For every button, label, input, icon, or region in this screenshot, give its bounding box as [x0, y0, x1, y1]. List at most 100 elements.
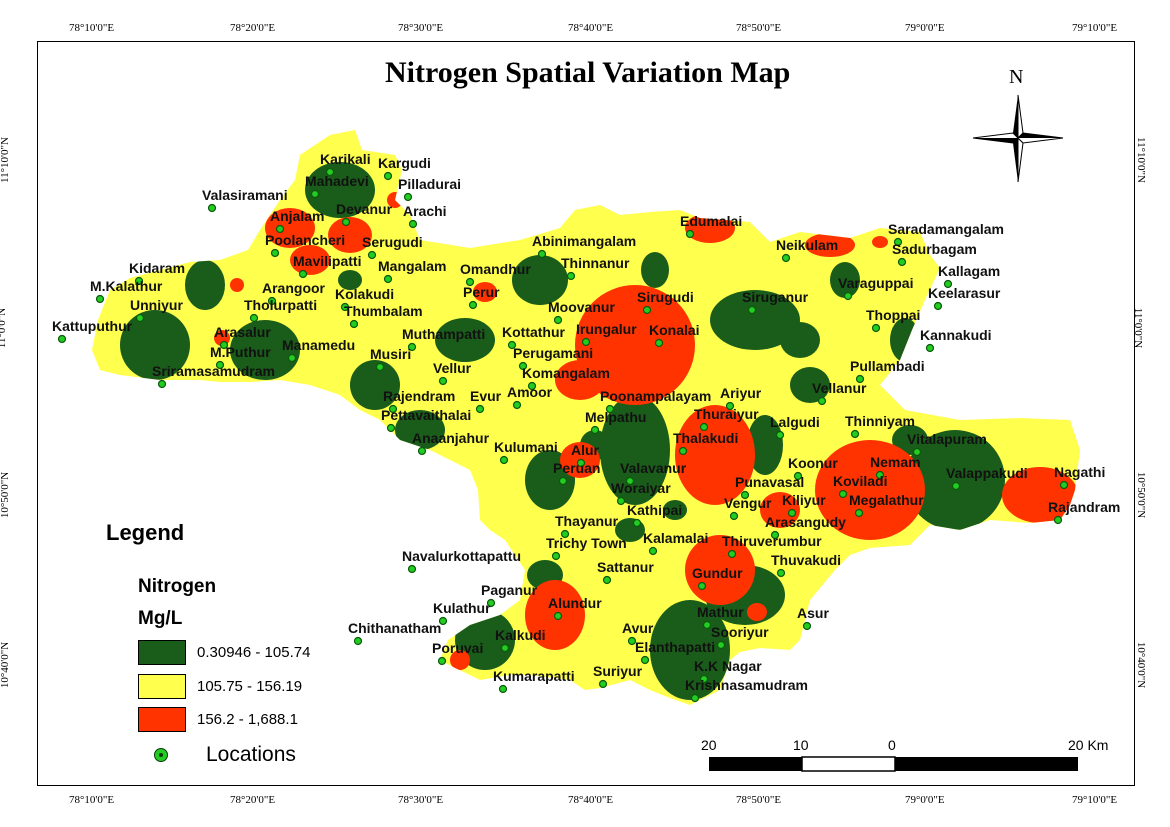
- location-point: [581, 337, 591, 347]
- location-label: Kattuputhur: [52, 318, 133, 334]
- location-label: Rajandram: [1048, 499, 1120, 515]
- location-label: Kiliyur: [782, 492, 826, 508]
- location-label: Manamedu: [282, 337, 355, 353]
- location-point: [468, 300, 478, 310]
- location-label: Sooriyur: [711, 624, 769, 640]
- location-point: [383, 171, 393, 181]
- location-point: [699, 674, 709, 684]
- location-point: [925, 343, 935, 353]
- location-point: [770, 530, 780, 540]
- location-point: [507, 340, 517, 350]
- location-label: Kulathur: [433, 600, 491, 616]
- location-label: Muthampatti: [402, 326, 485, 342]
- location-label: Gundur: [692, 565, 743, 581]
- location-point: [135, 313, 145, 323]
- location-point: [951, 481, 961, 491]
- location-point: [403, 192, 413, 202]
- top-longitude-tick: 78°20'0"E: [230, 22, 276, 34]
- location-point: [375, 362, 385, 372]
- location-label: Thiruverumbur: [722, 533, 822, 549]
- location-label: M.Kalathur: [90, 278, 163, 294]
- location-point: [408, 219, 418, 229]
- scale-label-20-right: 20 Km: [1068, 737, 1109, 753]
- location-label: Thoppai: [866, 307, 920, 323]
- location-label: Rajendram: [383, 388, 455, 404]
- location-label: Varaguppai: [838, 275, 913, 291]
- location-label: Koviladi: [833, 473, 887, 489]
- location-label: Poonampalayam: [600, 388, 711, 404]
- location-point: [590, 425, 600, 435]
- location-label: Thuvakudi: [771, 552, 841, 568]
- location-point: [605, 404, 615, 414]
- location-label: Trichy Town: [546, 535, 627, 551]
- location-label: Evur: [470, 388, 502, 404]
- location-label: Valasiramani: [202, 187, 288, 203]
- location-point: [349, 319, 359, 329]
- scale-label-20-left: 20: [701, 737, 717, 753]
- location-point: [340, 302, 350, 312]
- location-point: [388, 404, 398, 414]
- location-label: Kalamalai: [643, 530, 708, 546]
- location-label: Navalurkottapattu: [402, 548, 521, 564]
- location-point: [602, 575, 612, 585]
- location-label: Serugudi: [362, 234, 423, 250]
- location-label: Kargudi: [378, 155, 431, 171]
- location-label: Mathur: [697, 604, 744, 620]
- bottom-longitude-tick: 79°10'0"E: [1072, 794, 1118, 806]
- location-point: [802, 621, 812, 631]
- location-point: [725, 401, 735, 411]
- location-label: Anjalam: [270, 208, 324, 224]
- location-point: [417, 446, 427, 456]
- location-point: [95, 294, 105, 304]
- location-label: Arachi: [403, 203, 447, 219]
- location-point: [627, 636, 637, 646]
- location-label: Peruan: [553, 460, 600, 476]
- location-label: Siruganur: [742, 289, 809, 305]
- location-label: Devanur: [336, 201, 393, 217]
- location-label: Kottathur: [502, 324, 566, 340]
- location-label: Pettavaithalai: [381, 407, 471, 423]
- location-point: [850, 429, 860, 439]
- location-label: Mangalam: [378, 258, 446, 274]
- location-label: Kallagam: [938, 263, 1000, 279]
- location-point: [215, 360, 225, 370]
- location-label: Punavasal: [735, 474, 804, 490]
- location-label: Thinnanur: [561, 255, 630, 271]
- location-label: Sriramasamudram: [152, 363, 275, 379]
- top-longitude-tick: 78°50'0"E: [736, 22, 782, 34]
- location-point: [157, 379, 167, 389]
- location-point: [727, 549, 737, 559]
- location-label: Arasalur: [214, 324, 271, 340]
- location-label: Sirugudi: [637, 289, 694, 305]
- location-point: [648, 546, 658, 556]
- high-class-zones: [214, 192, 1078, 670]
- location-point: [57, 334, 67, 344]
- location-point: [527, 381, 537, 391]
- location-point: [793, 471, 803, 481]
- scale-bar: [709, 756, 1078, 772]
- location-point: [690, 693, 700, 703]
- location-label: Alur: [571, 442, 600, 458]
- location-label: Komangalam: [522, 365, 610, 381]
- legend-title: Legend: [106, 520, 185, 545]
- location-label: Koonur: [788, 455, 838, 471]
- location-label: Lalgudi: [770, 414, 820, 430]
- location-point: [566, 271, 576, 281]
- location-point: [912, 447, 922, 457]
- location-label: Thayanur: [555, 513, 619, 529]
- location-label: Keelarasur: [928, 285, 1001, 301]
- legend-swatch-high: [138, 707, 186, 732]
- legend-unit: Mg/L: [138, 608, 183, 629]
- legend-label-high: 156.2 - 1,688.1: [197, 711, 298, 728]
- bottom-longitude-tick: 78°20'0"E: [230, 794, 276, 806]
- location-point: [838, 489, 848, 499]
- location-label: Asur: [797, 605, 829, 621]
- location-label: Mahadevi: [305, 173, 369, 189]
- location-label: Krishnasamudram: [685, 677, 808, 693]
- location-label: Neikulam: [776, 237, 838, 253]
- location-point: [1059, 480, 1069, 490]
- location-point: [897, 257, 907, 267]
- location-point: [560, 529, 570, 539]
- location-label: Poruvai: [432, 640, 483, 656]
- location-point: [775, 430, 785, 440]
